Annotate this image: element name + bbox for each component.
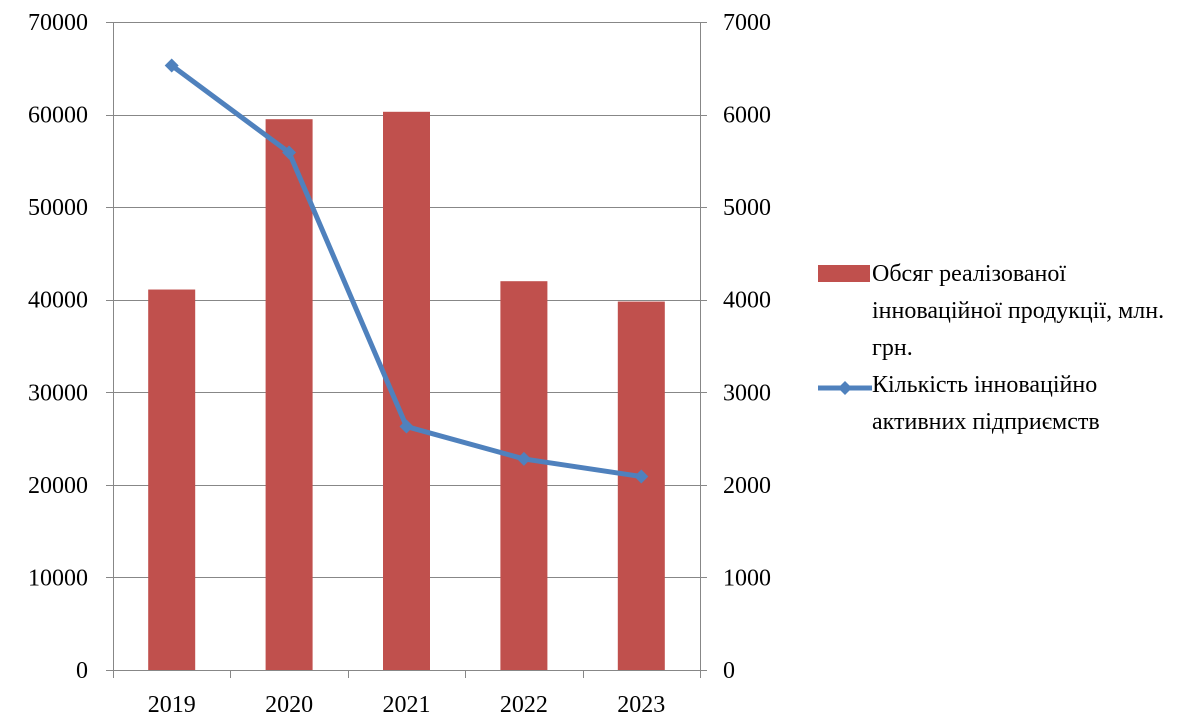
line-marker-2023 xyxy=(634,469,649,484)
legend-swatch-line xyxy=(818,381,872,395)
x-tick-label: 2023 xyxy=(617,692,665,718)
bar-2020 xyxy=(265,119,313,670)
bar-2019 xyxy=(148,289,196,670)
legend-label-bar: Обсяг реалізованої інноваційної продукці… xyxy=(872,261,1165,361)
y-right-tick-label: 4000 xyxy=(723,288,771,314)
x-tick-label: 2022 xyxy=(500,692,548,718)
line-marker-2020 xyxy=(282,145,297,160)
tick-labels: 0 10000 20000 30000 40000 50000 60000 70000 0 100… xyxy=(28,10,771,718)
y-right-tick-label: 5000 xyxy=(723,195,771,221)
bar-series xyxy=(148,111,665,670)
x-tick-label: 2020 xyxy=(265,692,313,718)
legend-label-line: Кількість інноваційно активних підприємс… xyxy=(872,372,1100,435)
y-left-tick-label: 20000 xyxy=(28,473,88,499)
x-tick-label: 2019 xyxy=(148,692,196,718)
y-left-tick-label: 10000 xyxy=(28,565,88,591)
x-tick-label: 2021 xyxy=(383,692,431,718)
legend-diamond-marker xyxy=(838,381,852,395)
y-right-tick-label: 2000 xyxy=(723,473,771,499)
bar-2023 xyxy=(617,301,665,670)
legend-swatch-bar xyxy=(818,265,870,282)
y-left-tick-label: 70000 xyxy=(28,10,88,36)
line-marker-2021 xyxy=(399,419,414,434)
y-left-tick-label: 40000 xyxy=(28,288,88,314)
y-right-tick-label: 3000 xyxy=(723,380,771,406)
y-right-tick-label: 1000 xyxy=(723,565,771,591)
y-left-tick-label: 0 xyxy=(76,658,88,684)
legend-item-bar: Обсяг реалізованої інноваційної продукці… xyxy=(818,256,1187,367)
y-right-tick-label: 7000 xyxy=(723,10,771,36)
line-marker-2019 xyxy=(164,58,179,73)
bar-2022 xyxy=(500,281,548,670)
y-right-tick-label: 0 xyxy=(723,658,735,684)
line-marker-2022 xyxy=(516,451,531,466)
line-markers xyxy=(164,58,649,484)
legend-item-line: Кількість інноваційно активних підприємс… xyxy=(818,367,1187,441)
y-right-tick-label: 6000 xyxy=(723,103,771,129)
legend: Обсяг реалізованої інноваційної продукці… xyxy=(818,256,1187,441)
y-left-tick-label: 50000 xyxy=(28,195,88,221)
axes xyxy=(106,22,707,678)
y-left-tick-label: 30000 xyxy=(28,380,88,406)
y-left-tick-label: 60000 xyxy=(28,103,88,129)
